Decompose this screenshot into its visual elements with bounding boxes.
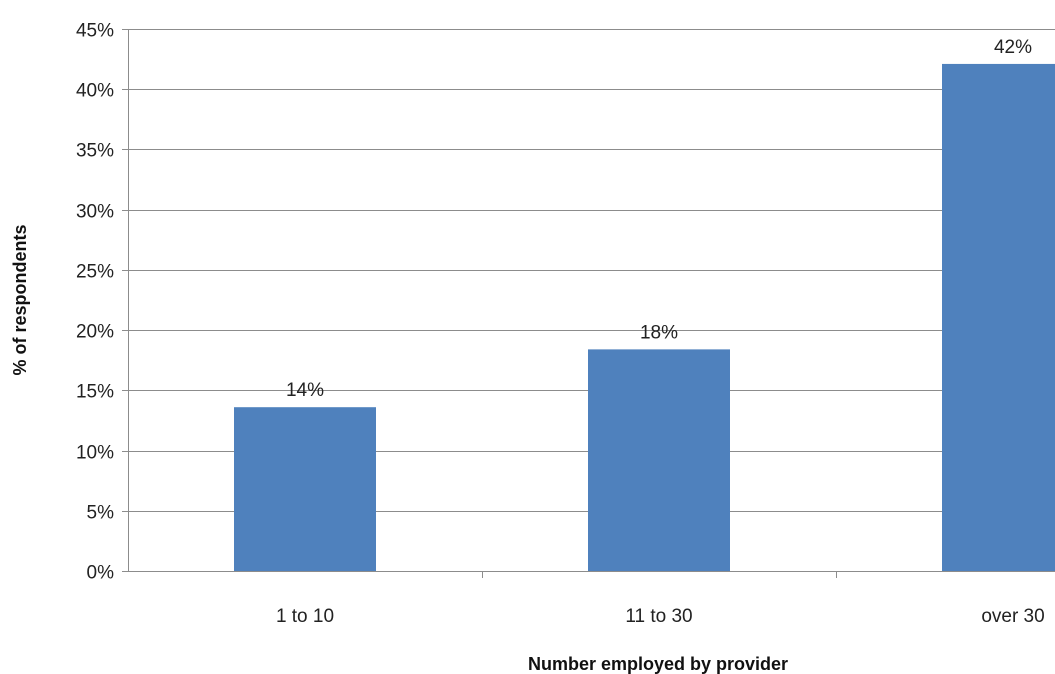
y-tick-label: 40%: [76, 81, 114, 102]
y-tick-label: 35%: [76, 141, 114, 162]
bar: [234, 407, 376, 571]
x-tick-labels: 1 to 10 11 to 30 over 30: [276, 606, 1045, 627]
data-label: 42%: [994, 37, 1032, 58]
bars: [234, 63, 1055, 571]
y-tick-label: 10%: [76, 443, 114, 464]
x-tick-label: 11 to 30: [625, 606, 692, 627]
y-tick-label: 25%: [76, 262, 114, 283]
y-tick-label: 15%: [76, 382, 114, 403]
axes: [128, 29, 1055, 572]
y-tick-label: 20%: [76, 322, 114, 343]
bar: [588, 349, 730, 571]
y-tick-labels: 0% 5% 10% 15% 20% 25% 30% 35% 40% 45%: [76, 21, 114, 584]
y-tick-label: 0%: [87, 563, 115, 584]
data-labels: 14% 18% 42%: [286, 37, 1032, 401]
y-axis-title: % of respondents: [10, 224, 30, 375]
x-axis-title: Number employed by provider: [528, 654, 788, 674]
y-tick-label: 5%: [87, 503, 115, 524]
data-label: 18%: [640, 322, 678, 343]
bar: [942, 63, 1055, 571]
y-tick-label: 45%: [76, 21, 114, 42]
y-tick-label: 30%: [76, 202, 114, 223]
x-tick-label: over 30: [981, 606, 1044, 627]
x-tick-label: 1 to 10: [276, 606, 334, 627]
data-label: 14%: [286, 380, 324, 401]
